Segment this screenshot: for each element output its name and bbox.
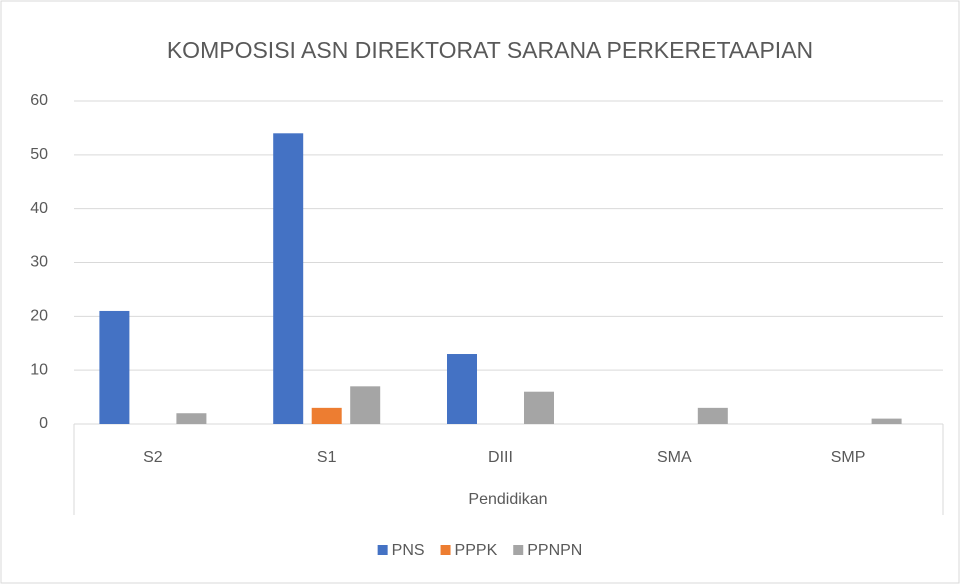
bar — [350, 386, 381, 424]
bar — [524, 391, 554, 424]
y-tick-label: 30 — [30, 254, 48, 271]
y-tick-label: 20 — [30, 308, 48, 325]
legend-swatch — [440, 545, 451, 555]
x-tick-label: DIII — [488, 449, 513, 466]
y-tick-label: 50 — [30, 146, 48, 163]
legend-swatch — [513, 545, 524, 555]
y-tick-label: 0 — [39, 415, 48, 432]
x-axis-label: Pendidikan — [468, 491, 547, 508]
x-tick-label: SMP — [831, 449, 866, 466]
bar — [447, 354, 477, 424]
legend-label: PPPK — [455, 542, 498, 559]
x-tick-label: S1 — [317, 449, 337, 466]
chart-title: KOMPOSISI ASN DIREKTORAT SARANA PERKERET… — [167, 37, 813, 63]
legend-label: PPNPN — [527, 542, 582, 559]
legend-swatch — [377, 545, 388, 555]
bar — [99, 310, 130, 424]
y-tick-label: 40 — [30, 200, 48, 217]
bar — [273, 133, 304, 425]
bar — [871, 418, 902, 424]
x-tick-label: SMA — [657, 449, 692, 466]
legend-label: PNS — [392, 542, 425, 559]
y-tick-label: 10 — [30, 361, 48, 378]
bar — [311, 407, 342, 424]
y-tick-label: 60 — [30, 92, 48, 109]
bar — [697, 407, 728, 424]
x-tick-label: S2 — [143, 449, 163, 466]
bar — [176, 413, 207, 424]
